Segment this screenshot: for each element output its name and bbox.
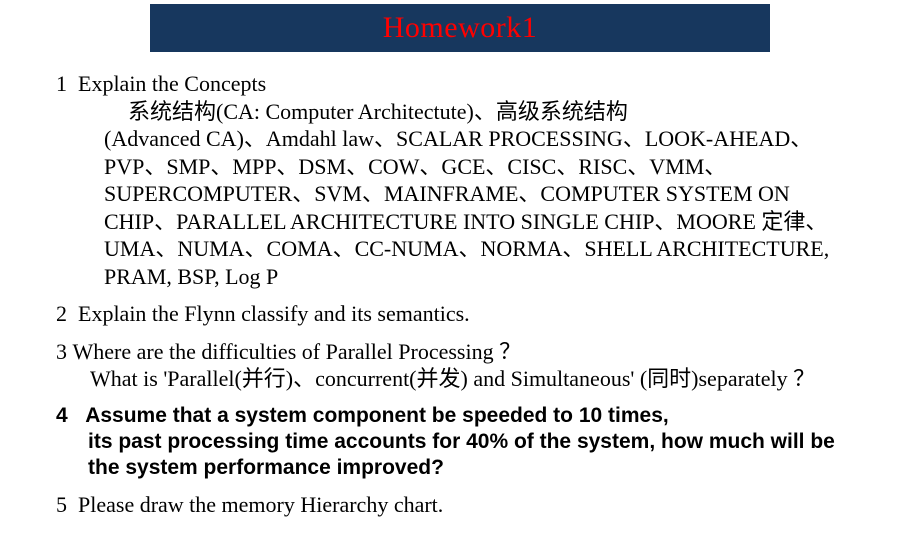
q2-text: Explain the Flynn classify and its seman… [78, 301, 470, 326]
q3-line2: What is 'Parallel(并行)、concurrent(并发) and… [56, 365, 864, 393]
q2-number: 2 [56, 301, 67, 326]
question-5: 5 Please draw the memory Hierarchy chart… [56, 491, 864, 519]
q1-body-line1: 系统结构(CA: Computer Architectute)、高级系统结构 [56, 98, 864, 126]
q4-lead: Assume that a system component be speede… [85, 404, 669, 427]
q1-number: 1 [56, 71, 67, 96]
page-title: Homework1 [383, 11, 537, 45]
q4-rest: its past processing time accounts for 40… [56, 429, 864, 482]
question-2: 2 Explain the Flynn classify and its sem… [56, 300, 864, 328]
q1-body-rest: (Advanced CA)、Amdahl law、SCALAR PROCESSI… [56, 125, 864, 290]
question-1: 1 Explain the Concepts 系统结构(CA: Computer… [56, 70, 864, 290]
title-bar: Homework1 [150, 4, 770, 52]
q3-number: 3 [56, 339, 67, 364]
q4-number: 4 [56, 404, 68, 427]
q5-number: 5 [56, 492, 67, 517]
q3-line1: Where are the difficulties of Parallel P… [73, 339, 522, 364]
question-3: 3 Where are the difficulties of Parallel… [56, 338, 864, 393]
question-4: 4 Assume that a system component be spee… [56, 403, 864, 482]
q1-label: Explain the Concepts [78, 71, 266, 96]
q5-text: Please draw the memory Hierarchy chart. [78, 492, 443, 517]
content-area: 1 Explain the Concepts 系统结构(CA: Computer… [0, 52, 920, 539]
